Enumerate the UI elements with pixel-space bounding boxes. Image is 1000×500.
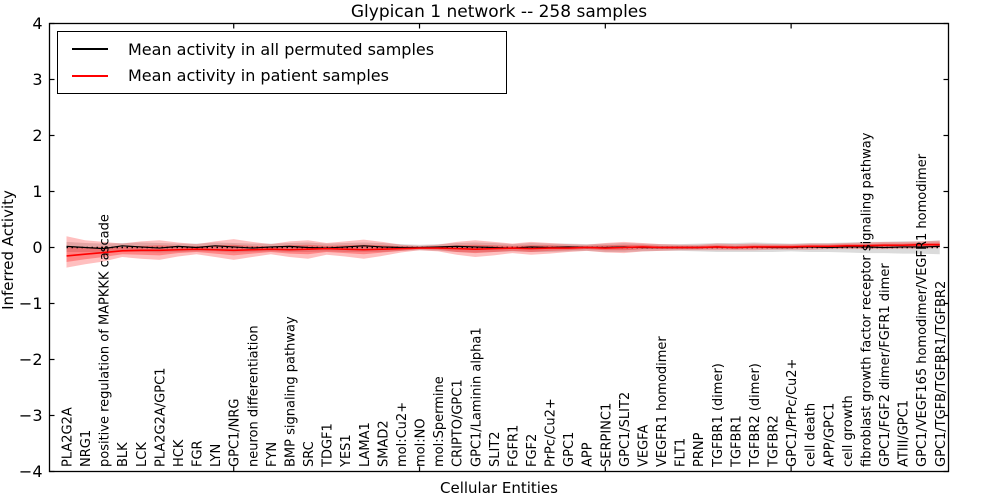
x-category-label: LYN [209, 444, 224, 467]
x-category-label: BMP signaling pathway [283, 316, 298, 467]
x-category-label: PLA2G2A/GPC1 [153, 368, 168, 467]
x-category-label: CRIPTO/GPC1 [451, 379, 466, 467]
x-category-label: mol:Cu2+ [395, 402, 410, 467]
x-category-label: GPC1/PrPc/Cu2+ [785, 359, 800, 467]
x-category-label: SERPINC1 [599, 403, 614, 467]
x-category-label: fibroblast growth factor receptor signal… [859, 132, 874, 467]
y-tick-label: −1 [19, 294, 43, 313]
x-category-label: cell growth [841, 395, 856, 467]
y-tick-label: 1 [32, 182, 42, 201]
x-category-label: VEGFA [636, 425, 651, 467]
chart-title: Glypican 1 network -- 258 samples [350, 2, 648, 22]
x-category-label: SLIT2 [488, 431, 503, 467]
x-category-label: ATIII/GPC1 [897, 400, 912, 467]
y-tick-label: 0 [32, 238, 42, 257]
x-category-label: BLK [116, 442, 131, 467]
x-category-label: VEGFR1 homodimer [655, 336, 670, 467]
x-category-label: HCK [172, 439, 187, 467]
x-axis-label: Cellular Entities [440, 479, 558, 497]
y-axis-label: Inferred Activity [0, 190, 17, 310]
y-tick-label: 2 [32, 126, 42, 145]
y-tick-label: 4 [32, 14, 42, 33]
x-category-label: mol:NO [414, 418, 429, 467]
permuted-line-swatch [72, 48, 108, 51]
x-category-label: PrPc/Cu2+ [544, 398, 559, 467]
x-category-label: positive regulation of MAPKKK cascade [98, 214, 113, 467]
legend: Mean activity in all permuted samples Me… [57, 31, 507, 94]
x-category-label: LCK [135, 442, 150, 467]
legend-label-permuted: Mean activity in all permuted samples [128, 39, 435, 59]
x-category-label: GPC1/Laminin alpha1 [469, 327, 484, 467]
y-tick-label: −3 [19, 406, 43, 425]
y-tick-label: 3 [32, 70, 42, 89]
x-category-label: TGFBR1 (dimer) [711, 363, 726, 468]
x-category-label: FGFR1 [506, 425, 521, 467]
x-category-label: TGFBR2 (dimer) [748, 363, 763, 468]
x-category-label: SRC [302, 441, 317, 467]
x-category-label: PLA2G2A [61, 407, 76, 467]
x-category-label: NRG1 [79, 430, 94, 467]
x-category-label: GPC1/FGF2 dimer/FGFR1 dimer [878, 263, 893, 467]
x-category-label: GPC1/VEGF165 homodimer/VEGFR1 homodimer [915, 153, 930, 467]
x-category-label: APP/GPC1 [822, 403, 837, 467]
patient-mean-line [66, 243, 940, 257]
x-category-label: neuron differentiation [246, 325, 261, 467]
x-category-label: SMAD2 [376, 420, 391, 467]
x-category-label: FGR [191, 440, 206, 467]
x-category-label: TGFBR2 [767, 415, 782, 468]
x-category-label: GPC1/NRG [228, 399, 243, 467]
x-category-label: GPC1/SLIT2 [618, 392, 633, 467]
x-category-label: FLT1 [674, 438, 689, 467]
legend-label-patient: Mean activity in patient samples [128, 66, 389, 86]
x-category-label: YES1 [339, 434, 354, 468]
patient-samples-spread-outer-band [66, 236, 940, 268]
legend-item-patient: Mean activity in patient samples [58, 66, 506, 85]
patient-line-swatch [72, 74, 108, 77]
x-category-label: APP [581, 442, 596, 467]
x-category-label: FGF2 [525, 434, 540, 467]
x-category-label: GPC1 [562, 432, 577, 467]
x-category-label: LAMA1 [358, 422, 373, 467]
x-category-label: PRNP [692, 432, 707, 467]
x-category-label: TGFBR1 [729, 415, 744, 468]
x-category-label: GPC1/TGFB/TGFBR1/TGFBR2 [934, 281, 949, 467]
y-tick-label: −2 [19, 350, 43, 369]
x-category-label: TDGF1 [321, 423, 336, 468]
x-category-label: mol:Spermine [432, 376, 447, 467]
x-category-label: FYN [265, 442, 280, 467]
legend-item-permuted: Mean activity in all permuted samples [58, 40, 506, 59]
y-tick-label: −4 [19, 462, 43, 481]
x-category-label: cell death [804, 403, 819, 467]
